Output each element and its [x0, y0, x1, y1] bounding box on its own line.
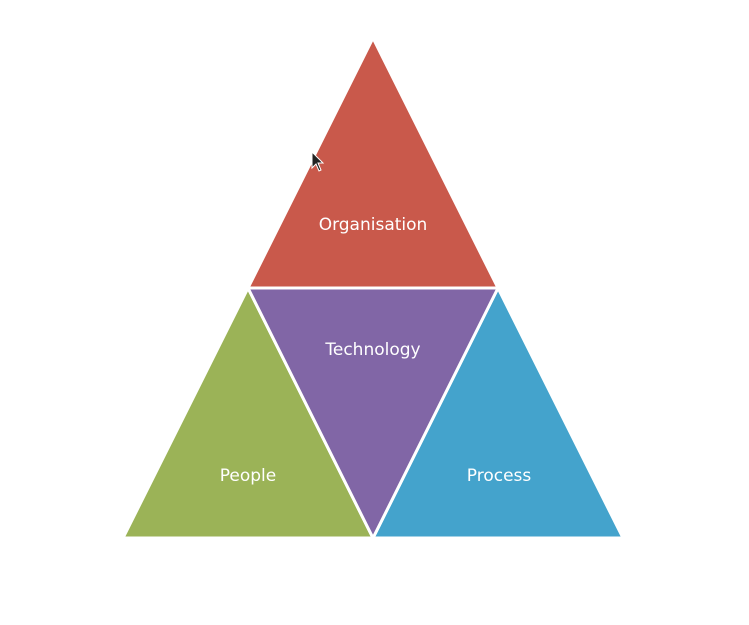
organisation-triangle	[245, 34, 501, 290]
process-label: Process	[467, 466, 532, 486]
mouse-pointer-icon	[311, 150, 325, 172]
organisation-label: Organisation	[319, 215, 428, 235]
organisation-segment: Organisation	[245, 34, 501, 290]
technology-triangle	[245, 286, 501, 542]
technology-segment: Technology	[245, 286, 501, 542]
people-label: People	[220, 466, 276, 486]
technology-label: Technology	[324, 340, 420, 360]
